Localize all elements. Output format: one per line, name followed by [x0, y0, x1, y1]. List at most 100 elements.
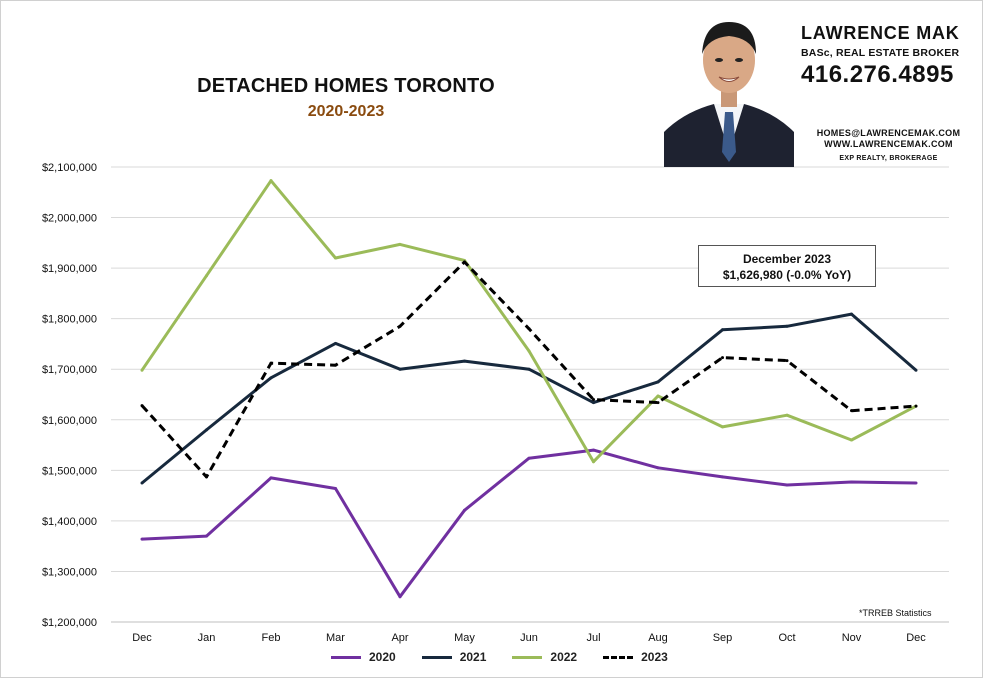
data-point-2020 — [269, 476, 273, 480]
data-point-2021 — [140, 481, 144, 485]
legend-item-2023: 2023 — [603, 650, 668, 664]
x-tick-label: Apr — [391, 632, 408, 644]
legend: 2020 2021 2022 2023 — [331, 647, 694, 667]
legend-item-2021: 2021 — [421, 650, 487, 664]
agent-phone: 416.276.4895 — [801, 61, 954, 88]
data-point-2022 — [205, 274, 208, 278]
data-point-2022 — [527, 349, 531, 353]
legend-label-2020: 2020 — [369, 650, 396, 664]
data-point-2023 — [527, 327, 531, 331]
data-point-2021 — [656, 380, 660, 384]
data-point-2021 — [205, 428, 208, 432]
data-point-2020 — [785, 483, 789, 487]
y-tick-label: $2,100,000 — [42, 162, 97, 174]
x-tick-label: Dec — [906, 632, 926, 644]
x-tick-label: Feb — [262, 632, 281, 644]
data-point-2023 — [334, 363, 337, 367]
agent-email: HOMES@LAWRENCEMAK.COM — [816, 128, 961, 138]
x-axis-ticks: Dec Jan Feb Mar Apr May Jun Jul Aug Sep Oct Nov Dec — [132, 632, 926, 644]
data-point-2020 — [140, 537, 144, 541]
data-point-2021 — [463, 359, 466, 363]
data-point-2022 — [334, 256, 337, 260]
agent-contact-block: LAWRENCE MAK BASc, REAL ESTATE BROKER 41… — [801, 9, 976, 89]
data-point-2023 — [785, 359, 789, 363]
data-point-2023 — [463, 260, 466, 264]
data-point-2022 — [850, 438, 853, 442]
agent-brokerage: EXP REALTY, BROKERAGE — [839, 155, 938, 162]
data-point-2023 — [140, 404, 144, 408]
data-point-2023 — [398, 324, 402, 328]
y-tick-label: $1,600,000 — [42, 415, 97, 427]
y-tick-label: $1,700,000 — [42, 364, 97, 376]
legend-swatch-2023 — [603, 655, 634, 659]
data-point-2022 — [785, 413, 789, 417]
x-tick-label: Sep — [713, 632, 733, 644]
chart-title: DETACHED HOMES TORONTO — [197, 75, 495, 97]
agent-name: LAWRENCE MAK — [801, 23, 960, 43]
x-tick-label: Jul — [586, 632, 600, 644]
x-tick-label: May — [454, 632, 475, 644]
data-point-2023 — [850, 409, 853, 413]
data-point-2022 — [592, 460, 595, 464]
x-tick-label: Nov — [842, 632, 862, 644]
legend-item-2022: 2022 — [512, 650, 577, 664]
data-point-2021 — [850, 312, 853, 316]
data-point-2021 — [914, 368, 918, 372]
data-point-2023 — [914, 404, 918, 408]
december-2023-callout: December 2023 $1,626,980 (-0.0% YoY) — [698, 245, 876, 287]
data-point-2020 — [721, 475, 724, 479]
legend-label-2023: 2023 — [641, 650, 668, 664]
y-tick-label: $1,900,000 — [42, 263, 97, 275]
x-tick-label: Jan — [198, 632, 216, 644]
legend-swatch-2020 — [331, 655, 361, 659]
data-point-2020 — [463, 508, 466, 512]
data-point-2020 — [527, 456, 531, 460]
legend-label-2022: 2022 — [550, 650, 578, 664]
data-point-2020 — [398, 595, 402, 599]
y-tick-label: $1,400,000 — [42, 516, 97, 528]
agent-contact-lines: HOMES@LAWRENCEMAK.COM WWW.LAWRENCEMAK.CO… — [801, 128, 976, 164]
data-point-2023 — [269, 361, 273, 365]
data-point-2021 — [527, 367, 531, 371]
data-point-2022 — [656, 394, 660, 398]
data-point-2021 — [785, 324, 789, 328]
x-tick-label: Aug — [648, 632, 668, 644]
legend-label-2021: 2021 — [459, 650, 487, 664]
data-point-2022 — [269, 179, 273, 183]
data-point-2022 — [721, 425, 724, 429]
data-point-2021 — [334, 341, 337, 345]
data-point-2020 — [592, 448, 595, 452]
data-point-2021 — [269, 376, 273, 380]
y-tick-label: $1,500,000 — [42, 465, 97, 477]
data-point-2020 — [656, 466, 660, 470]
x-tick-label: Jun — [520, 632, 538, 644]
data-point-2021 — [592, 401, 595, 405]
series-line-2020 — [141, 448, 917, 599]
data-point-2020 — [914, 481, 918, 485]
data-point-2020 — [850, 480, 853, 484]
chart-subtitle: 2020-2023 — [307, 103, 385, 120]
agent-role: BASc, REAL ESTATE BROKER — [801, 47, 960, 59]
x-tick-label: Dec — [132, 632, 152, 644]
data-point-2020 — [205, 534, 208, 538]
y-axis-ticks: $1,200,000 $1,300,000 $1,400,000 $1,500,000… — [42, 162, 97, 629]
data-point-2023 — [592, 398, 595, 402]
data-point-2023 — [721, 356, 724, 360]
callout-value: $1,626,980 (-0.0% YoY) — [722, 268, 852, 282]
y-tick-label: $1,800,000 — [42, 314, 97, 326]
gridlines — [111, 166, 949, 623]
data-point-2021 — [721, 328, 724, 332]
callout-title: December 2023 — [742, 252, 832, 266]
agent-photo — [664, 2, 794, 167]
x-tick-label: Oct — [778, 632, 795, 644]
data-point-2021 — [398, 367, 402, 371]
data-point-2020 — [334, 487, 337, 491]
data-point-2022 — [140, 368, 144, 372]
y-tick-label: $2,000,000 — [42, 213, 97, 225]
data-point-2023 — [656, 401, 660, 405]
legend-swatch-2022 — [512, 655, 543, 659]
legend-item-2020: 2020 — [331, 650, 396, 664]
data-point-2022 — [398, 242, 402, 246]
